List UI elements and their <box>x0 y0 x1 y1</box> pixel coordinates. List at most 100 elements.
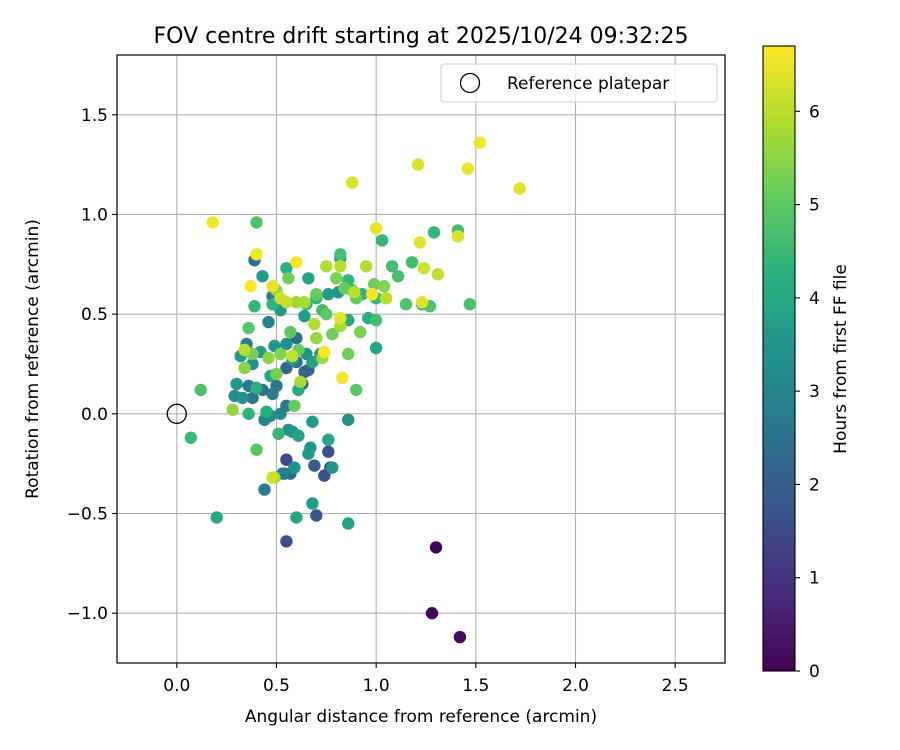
data-point <box>360 260 373 273</box>
data-point <box>346 176 359 189</box>
data-point <box>210 511 223 524</box>
data-point <box>513 182 526 195</box>
data-point <box>250 381 263 395</box>
data-point <box>284 325 297 339</box>
data-point <box>429 541 443 554</box>
colorbar-tick-label: 4 <box>809 289 820 309</box>
data-point <box>280 453 293 466</box>
legend-entry-reference: Reference platepar <box>507 74 669 94</box>
data-point <box>298 296 311 309</box>
grid <box>117 55 725 663</box>
data-point <box>302 447 315 460</box>
data-point <box>250 248 263 261</box>
data-point <box>302 272 315 285</box>
data-point <box>266 280 279 293</box>
data-point <box>318 345 331 359</box>
colorbar-tick-label: 0 <box>809 662 820 682</box>
data-point <box>250 216 263 229</box>
data-point <box>280 262 293 275</box>
data-point <box>453 630 467 644</box>
data-point <box>206 216 219 229</box>
data-point <box>238 361 251 375</box>
colorbar-tick-label: 1 <box>809 569 820 589</box>
data-point <box>194 383 207 397</box>
data-point <box>306 415 319 428</box>
data-point <box>226 403 239 416</box>
data-point <box>274 347 287 361</box>
data-point <box>262 351 275 365</box>
data-point <box>375 234 389 247</box>
y-axis-ticks: −1.0 −0.5 0.0 0.5 1.0 1.5 <box>67 106 117 624</box>
reference-platepar-marker <box>166 403 187 424</box>
data-point <box>258 483 271 496</box>
data-point <box>326 461 339 474</box>
data-point <box>310 509 323 522</box>
data-point <box>334 248 347 261</box>
data-point <box>272 427 285 440</box>
data-point <box>326 327 339 341</box>
data-point <box>413 236 427 249</box>
data-point <box>463 298 476 311</box>
data-point <box>238 343 251 357</box>
data-point <box>322 433 335 446</box>
colorbar-tick-label: 3 <box>809 382 820 402</box>
data-point <box>411 158 425 171</box>
data-point <box>280 337 293 351</box>
data-point <box>451 230 465 243</box>
data-point <box>274 292 287 305</box>
data-point <box>342 517 355 530</box>
data-point <box>310 331 323 345</box>
data-point <box>266 471 279 484</box>
data-point <box>244 280 257 293</box>
data-point <box>270 367 283 381</box>
data-point <box>348 286 361 299</box>
y-tick-label: −0.5 <box>67 504 108 524</box>
data-point <box>431 268 445 281</box>
x-tick-label: 1.5 <box>462 676 489 696</box>
data-point <box>280 535 293 548</box>
data-point <box>230 377 243 391</box>
colorbar-tick-label: 6 <box>809 102 820 122</box>
data-point <box>282 272 295 285</box>
data-point <box>405 256 419 269</box>
x-tick-label: 2.0 <box>562 676 589 696</box>
data-point <box>366 288 379 301</box>
data-point <box>322 288 335 301</box>
data-point <box>322 445 335 458</box>
colorbar-tick-label: 2 <box>809 475 820 495</box>
y-tick-label: 1.5 <box>81 106 108 126</box>
legend: Reference platepar <box>440 63 718 103</box>
data-point <box>338 282 351 295</box>
data-point <box>250 443 263 456</box>
data-point <box>288 399 301 412</box>
data-point <box>369 222 383 235</box>
data-point <box>342 347 355 361</box>
legend-reference-marker-icon <box>459 72 481 94</box>
data-point <box>473 136 486 149</box>
data-point <box>242 407 255 420</box>
legend-box <box>440 63 718 103</box>
data-point <box>184 431 197 444</box>
data-point <box>385 260 399 273</box>
data-point <box>306 497 319 510</box>
data-point <box>415 296 429 309</box>
data-point <box>379 292 393 305</box>
data-point <box>290 511 303 524</box>
y-tick-label: −1.0 <box>67 604 108 624</box>
data-point <box>369 341 383 355</box>
data-point <box>399 298 413 311</box>
chart-title: FOV centre drift starting at 2025/10/24 … <box>154 24 689 49</box>
data-point <box>461 162 474 175</box>
colorbar-gradient <box>762 45 796 672</box>
data-point <box>369 313 383 327</box>
y-tick-label: 0.5 <box>81 305 108 325</box>
data-point <box>377 280 391 293</box>
plot-frame <box>116 54 726 664</box>
data-point <box>391 270 405 283</box>
data-point <box>308 317 321 331</box>
data-point <box>256 270 269 283</box>
data-point <box>306 355 319 369</box>
data-point <box>368 278 381 291</box>
data-point <box>288 461 301 474</box>
